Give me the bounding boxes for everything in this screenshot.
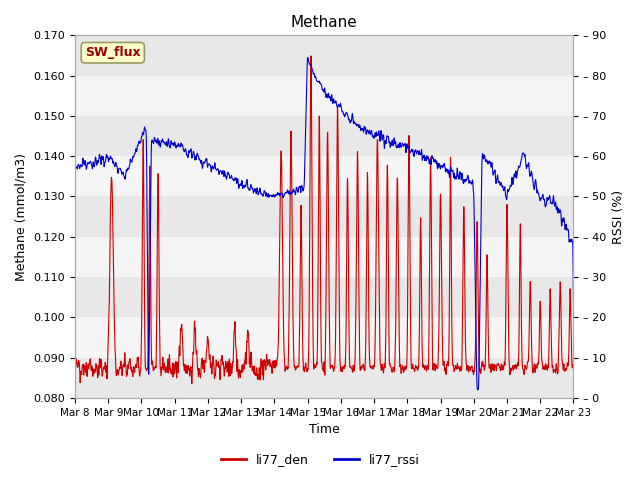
Y-axis label: RSSI (%): RSSI (%): [612, 190, 625, 244]
X-axis label: Time: Time: [309, 423, 340, 436]
Bar: [75, 358, 573, 398]
Y-axis label: Methane (mmol/m3): Methane (mmol/m3): [15, 153, 28, 281]
Legend: li77_den, li77_rssi: li77_den, li77_rssi: [216, 448, 424, 471]
Text: SW_flux: SW_flux: [85, 46, 141, 59]
Bar: [75, 196, 573, 237]
Title: Methane: Methane: [291, 15, 358, 30]
Bar: [75, 36, 573, 76]
Bar: [75, 116, 573, 156]
Bar: [75, 237, 573, 277]
Bar: [75, 76, 573, 116]
Bar: [75, 317, 573, 358]
Bar: [75, 156, 573, 196]
Bar: [75, 277, 573, 317]
